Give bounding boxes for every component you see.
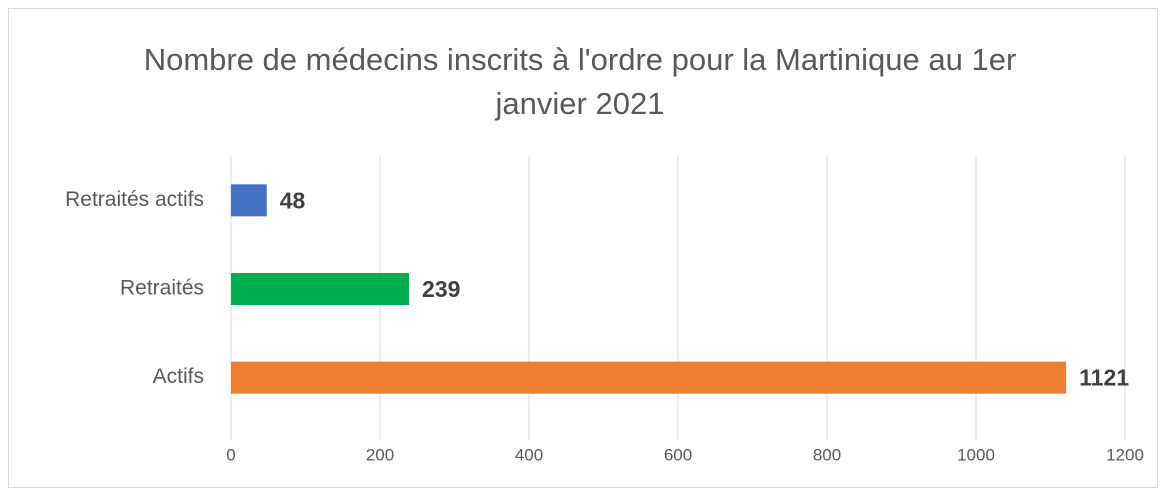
chart-title: Nombre de médecins inscrits à l'ordre po… [143,42,1017,121]
y-tick-label: Actifs [153,365,204,388]
x-tick-label: 600 [664,445,692,464]
data-label: 1121 [1079,365,1129,391]
y-tick-label: Retraités actifs [65,188,204,211]
x-tick-label: 200 [366,445,394,464]
chart: 0 200 400 600 800 1000 1200 Retraités actifs 48 R… [65,156,1144,464]
y-tick-label: Retraités [120,277,204,300]
x-tick-label: 1000 [957,445,995,464]
bar [231,273,410,305]
x-tick-label: 0 [226,445,235,464]
x-tick-label: 400 [515,445,543,464]
bar [231,361,1067,394]
data-label: 239 [422,276,460,302]
bar [231,184,267,217]
page: Nombre de médecins inscrits à l'ordre po… [8,8,1158,488]
x-tick-label: 800 [813,445,841,464]
data-label: 48 [280,187,306,213]
x-tick-label: 1200 [1106,445,1144,464]
